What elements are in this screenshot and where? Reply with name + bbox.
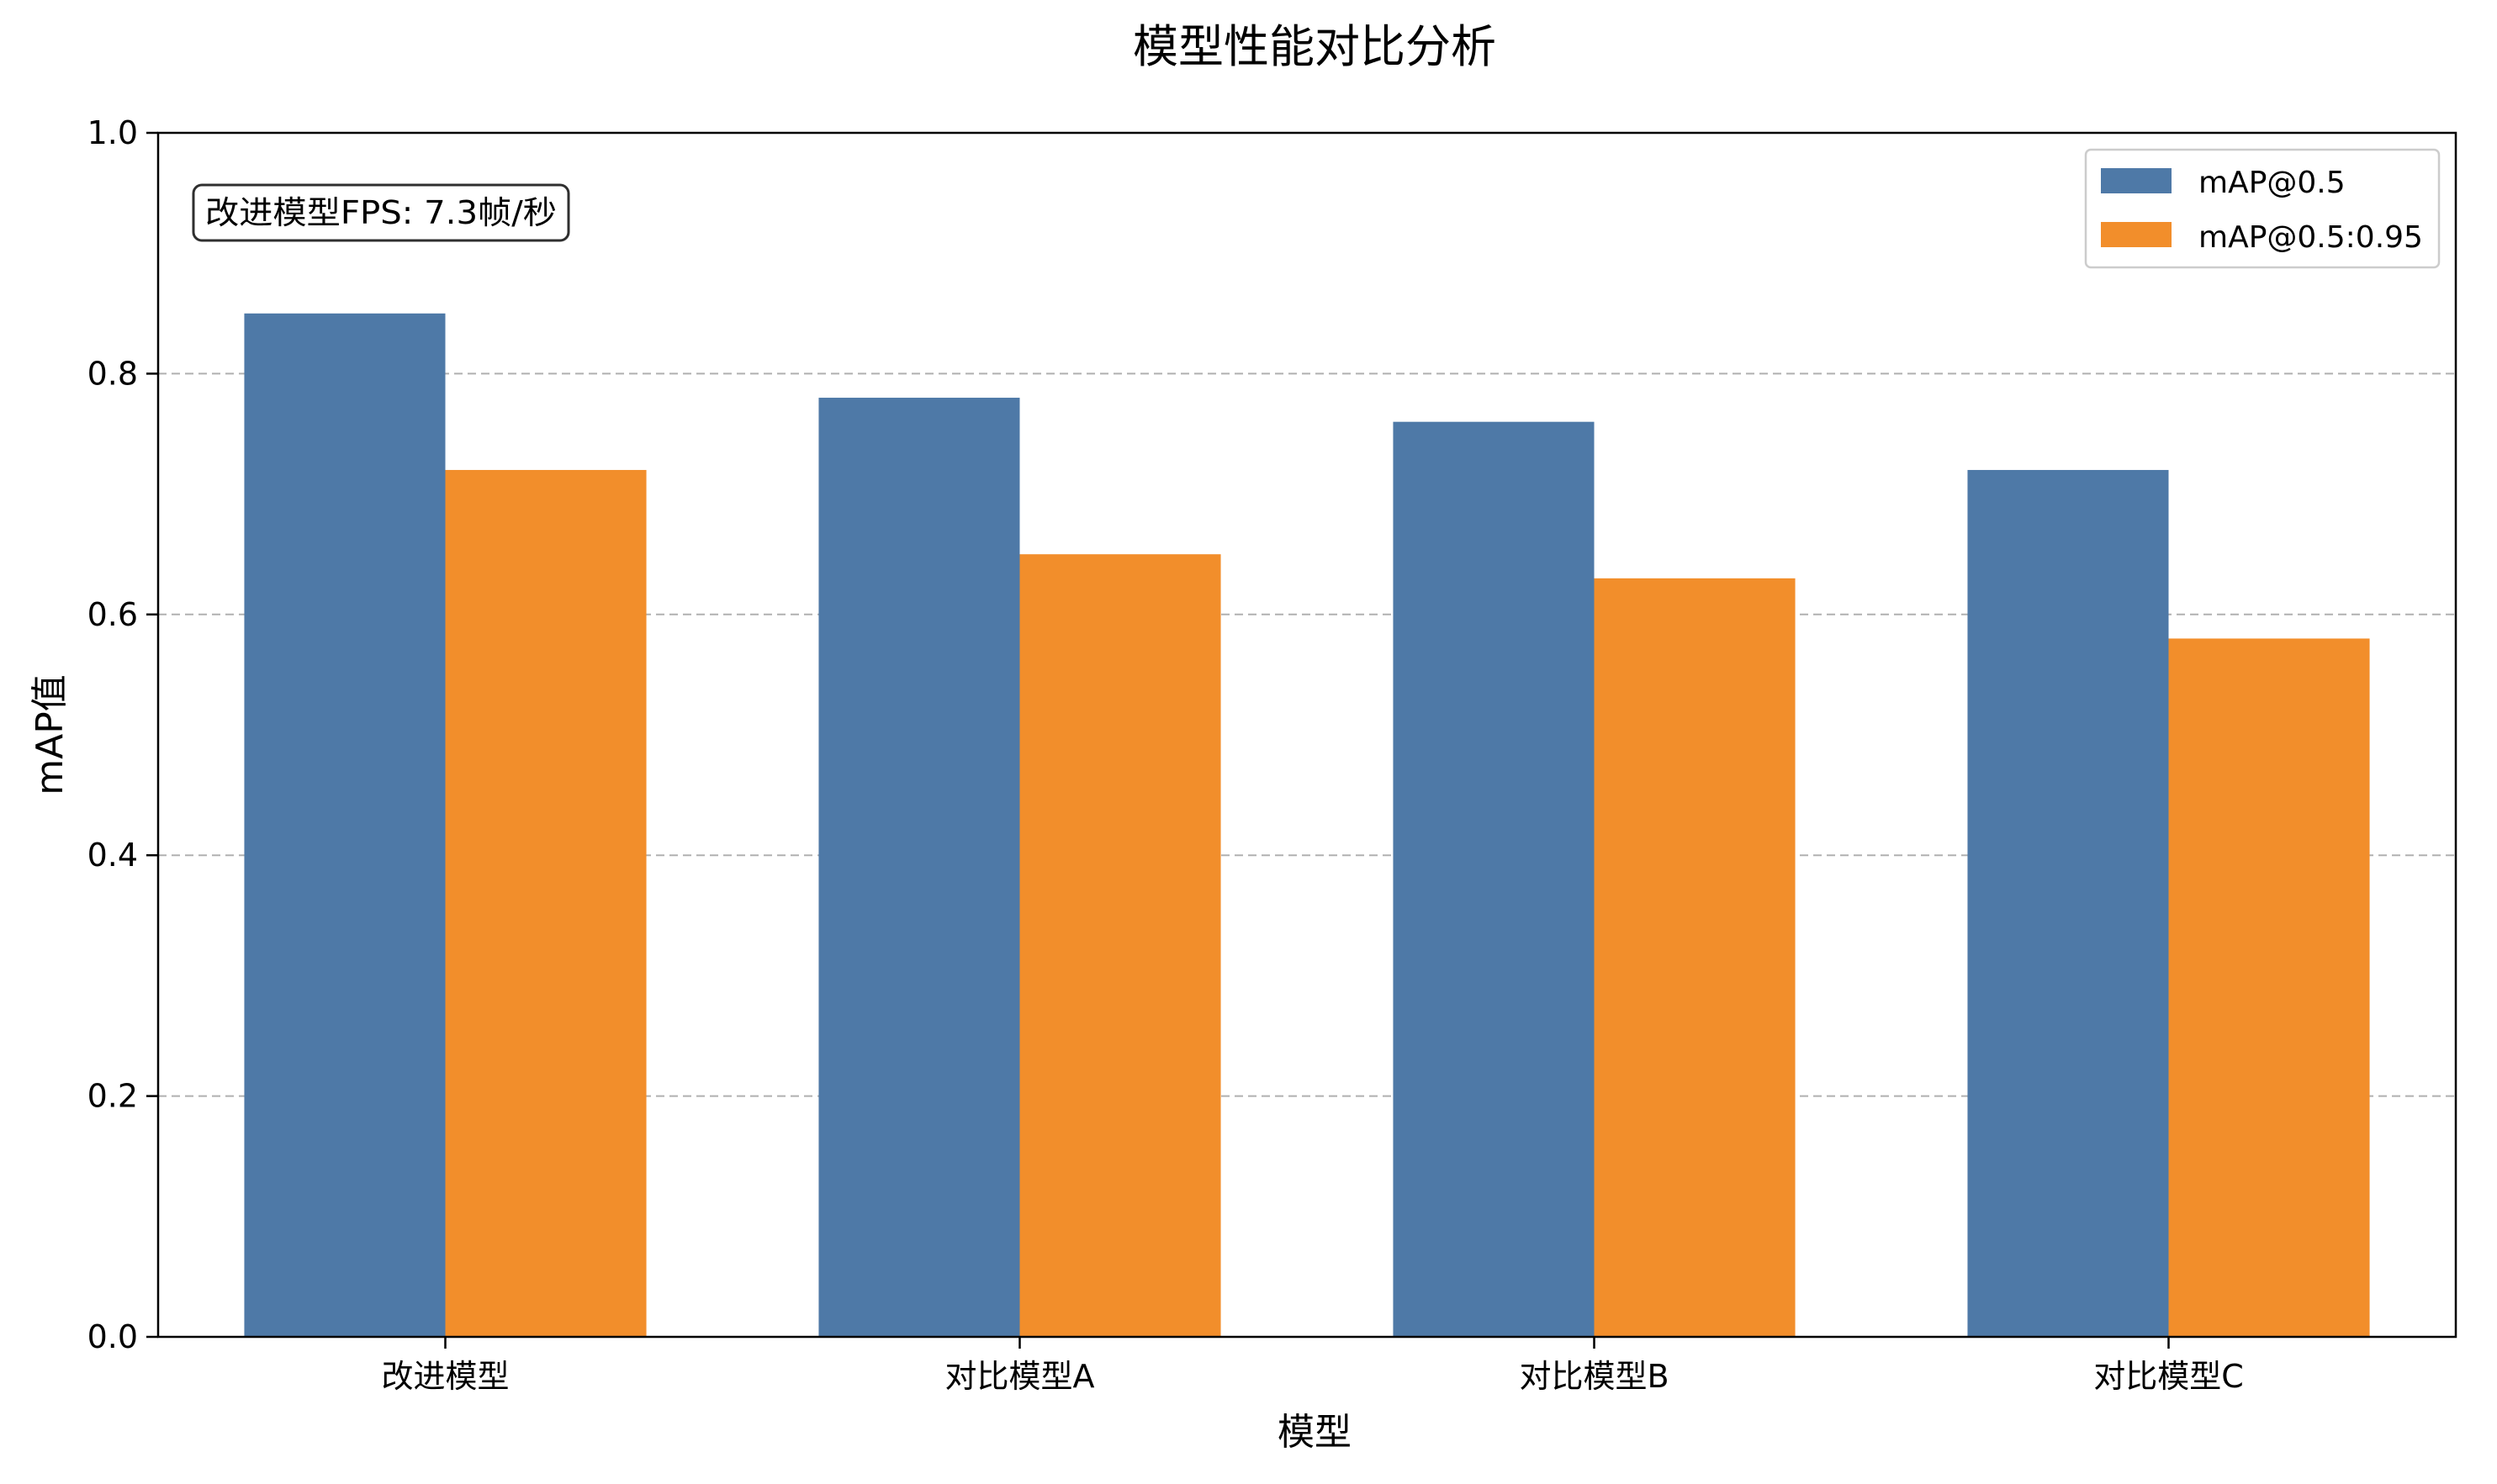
legend-swatch-map50 [2101,168,2172,193]
annotation-frame [192,183,570,242]
legend-label-map50: mAP@0.5 [2198,166,2346,200]
bar-map50-95 [1594,578,1796,1337]
y-tick-label: 0.0 [87,1318,138,1355]
y-tick-label: 0.6 [87,596,138,633]
chart-title: 模型性能对比分析 [1133,20,1496,73]
fps-annotation: 改进模型FPS: 7.3帧/秒 [205,194,557,231]
legend-label-map50-95: mAP@0.5:0.95 [2198,220,2423,255]
bar-map50-95 [445,469,647,1338]
x-tick-label: 对比模型C [2093,1358,2244,1395]
bar-map50 [818,398,1020,1337]
x-axis-ticks: 改进模型 对比模型A 对比模型B 对比模型C [381,1337,2244,1395]
y-tick-label: 0.2 [87,1078,138,1115]
legend-frame [2084,148,2441,269]
annotation-box: 改进模型FPS: 7.3帧/秒 [192,183,570,242]
legend: mAP@0.5 mAP@0.5:0.95 [2084,148,2441,269]
bar-map50 [244,313,446,1337]
x-axis-label: 模型 [1278,1411,1352,1454]
bar-map50 [1393,421,1595,1338]
bar-map50 [1967,469,2169,1338]
y-tick-label: 0.4 [87,837,138,874]
bar-map50-95 [1019,554,1221,1337]
x-tick-label: 对比模型B [1519,1358,1669,1395]
bar-map50-95 [2168,638,2370,1337]
y-axis-label: mAP值 [29,674,71,795]
y-tick-label: 1.0 [87,114,138,151]
x-tick-label: 改进模型 [381,1358,509,1395]
y-axis-ticks: 0.0 0.2 0.4 0.6 0.8 1.0 [87,114,158,1355]
legend-swatch-map50-95 [2101,222,2172,247]
y-tick-label: 0.8 [87,355,138,392]
bars [244,313,2370,1338]
x-tick-label: 对比模型A [945,1358,1095,1395]
plot-frame [156,131,2457,1339]
